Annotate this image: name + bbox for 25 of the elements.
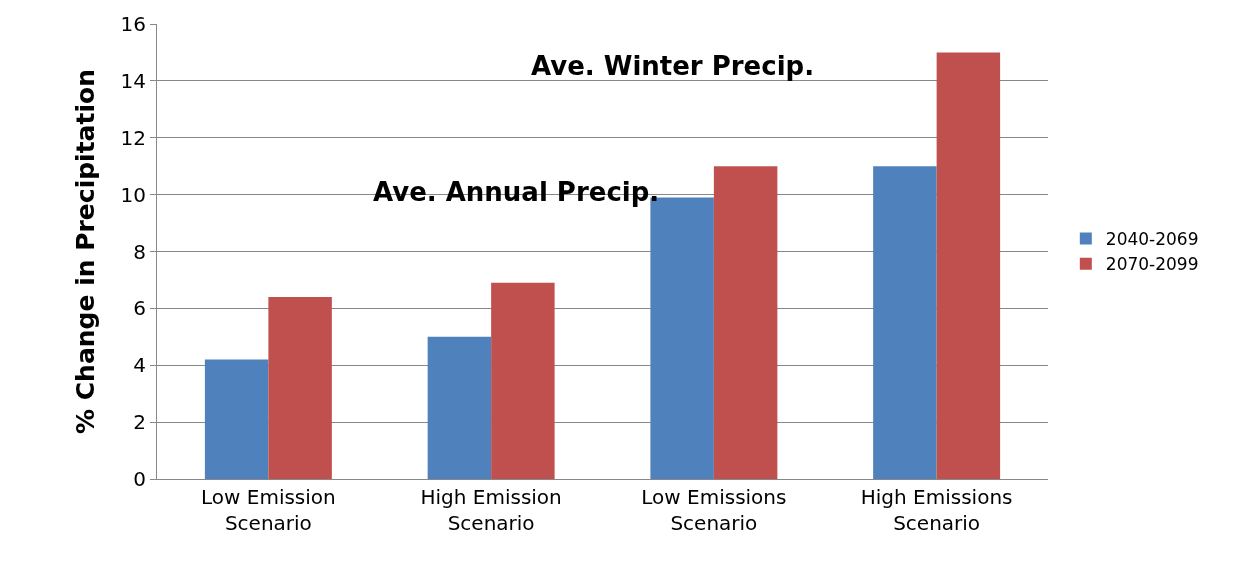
x-tick-label: Low Emissions Scenario bbox=[641, 485, 787, 535]
y-axis-title: % Change in Precipitation bbox=[71, 69, 101, 434]
bar bbox=[427, 336, 492, 479]
y-tick-label: 14 bbox=[120, 68, 146, 93]
x-tick-label: Low Emission Scenario bbox=[201, 485, 336, 535]
x-tick-label: High Emission Scenario bbox=[420, 485, 562, 535]
y-tick-label: 4 bbox=[133, 353, 146, 378]
y-tick-label: 6 bbox=[133, 296, 146, 321]
y-tick-label: 8 bbox=[133, 239, 146, 264]
y-tick-label: 10 bbox=[120, 182, 146, 207]
annotation: Ave. Winter Precip. bbox=[531, 51, 815, 81]
annotation: Ave. Annual Precip. bbox=[373, 177, 660, 207]
x-tick-label: High Emissions Scenario bbox=[860, 485, 1013, 535]
bar bbox=[204, 359, 269, 479]
y-tick-label: 2 bbox=[133, 410, 146, 435]
bar bbox=[713, 166, 778, 479]
bar bbox=[936, 52, 1001, 479]
bar bbox=[491, 282, 555, 479]
bar bbox=[873, 166, 937, 479]
y-tick-label: 16 bbox=[120, 12, 146, 36]
legend-label: 2070-2099 bbox=[1105, 254, 1199, 275]
y-tick-label: 12 bbox=[120, 125, 146, 150]
bar bbox=[268, 297, 332, 479]
legend-label: 2040-2069 bbox=[1105, 229, 1199, 250]
y-tick-label: 0 bbox=[133, 467, 146, 491]
